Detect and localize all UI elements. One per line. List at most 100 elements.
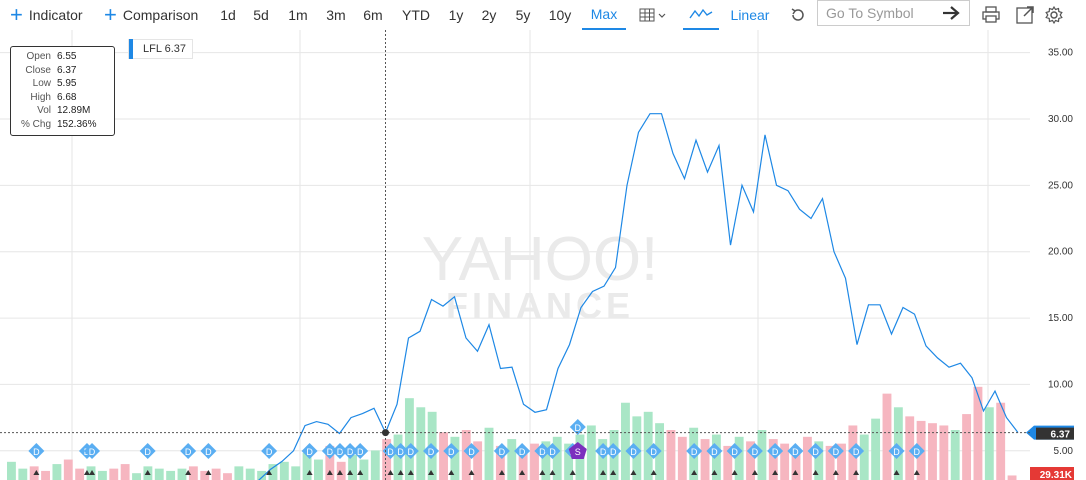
dividend-marker[interactable]: D: [746, 443, 763, 475]
dividend-marker[interactable]: D: [534, 443, 551, 475]
volume-bar: [7, 461, 16, 480]
dividend-marker[interactable]: D: [402, 443, 419, 475]
tooltip-value: 6.55: [57, 51, 77, 62]
event-tick-icon: [913, 470, 920, 475]
volume-bar: [996, 402, 1006, 480]
volume-bar: [666, 430, 676, 480]
volume-bar: [404, 398, 414, 480]
dividend-marker[interactable]: D: [625, 443, 642, 475]
dividend-marker[interactable]: D: [787, 443, 804, 475]
crosshair-overlay: [0, 30, 1030, 480]
volume-bar: [314, 459, 323, 480]
symbol-search-input[interactable]: [817, 0, 933, 26]
series-legend[interactable]: LFL 6.37: [128, 39, 194, 59]
dividend-marker[interactable]: D: [28, 443, 45, 475]
event-tick-icon: [731, 470, 738, 475]
event-tick-icon: [792, 470, 799, 475]
event-tick-icon: [711, 470, 718, 475]
line-chart-icon: [689, 8, 713, 19]
dividend-marker[interactable]: D: [321, 443, 338, 475]
volume-bar: [302, 452, 312, 480]
dividend-marker[interactable]: D: [595, 443, 612, 475]
range-1d[interactable]: 1d: [220, 7, 236, 23]
tooltip-key: Open: [26, 51, 51, 62]
dividend-marker[interactable]: D: [706, 443, 723, 475]
range-max[interactable]: Max: [582, 0, 626, 30]
tooltip-row-open: Open 6.55: [11, 50, 114, 64]
add-indicator-button[interactable]: + Indicator: [10, 0, 83, 30]
dividend-marker[interactable]: D: [544, 443, 561, 475]
dividend-marker[interactable]: D: [352, 443, 369, 475]
dividend-marker[interactable]: D: [392, 443, 409, 475]
dividend-marker[interactable]: D: [888, 443, 905, 475]
series-color-swatch: [129, 39, 133, 59]
dividend-diamond-icon: [352, 443, 369, 459]
dividend-marker[interactable]: D: [645, 443, 662, 475]
dividend-marker[interactable]: D: [382, 443, 399, 475]
range-10y[interactable]: 10y: [548, 7, 572, 23]
print-button[interactable]: [977, 0, 1005, 30]
dividend-marker[interactable]: D: [84, 443, 101, 475]
dividend-marker[interactable]: D: [908, 443, 925, 475]
split-marker[interactable]: S: [568, 442, 587, 459]
dividend-marker[interactable]: D: [848, 443, 865, 475]
range-1y[interactable]: 1y: [448, 7, 464, 23]
dividend-marker[interactable]: D: [569, 419, 586, 435]
dividend-marker[interactable]: D: [139, 443, 156, 475]
range-2y[interactable]: 2y: [481, 7, 497, 23]
scale-toggle[interactable]: Linear: [730, 7, 770, 23]
fullscreen-button[interactable]: [1013, 0, 1037, 30]
dividend-diamond-icon: [787, 443, 804, 459]
dividend-label: D: [630, 447, 637, 457]
settings-button[interactable]: [1042, 0, 1066, 30]
dividend-marker[interactable]: D: [514, 443, 531, 475]
volume-bar: [530, 443, 539, 480]
dividend-marker[interactable]: D: [726, 443, 743, 475]
print-icon: [982, 6, 1000, 23]
dividend-marker[interactable]: D: [605, 443, 622, 475]
dividend-marker[interactable]: D: [493, 443, 510, 475]
event-tick-icon: [347, 470, 354, 475]
volume-bar: [473, 441, 483, 480]
dividend-marker[interactable]: D: [463, 443, 480, 475]
volume-bar: [370, 450, 380, 480]
price-chart[interactable]: YAHOO! FINANCE 35.00 30.00 25.00 20.00 15.00…: [0, 30, 1086, 480]
go-button[interactable]: [932, 0, 970, 26]
range-1m[interactable]: 1m: [288, 7, 308, 23]
dividend-marker[interactable]: D: [423, 443, 440, 475]
dividend-marker[interactable]: D: [767, 443, 784, 475]
dividend-diamond-icon: [382, 443, 399, 459]
reset-icon: [791, 8, 804, 21]
add-comparison-button[interactable]: + Comparison: [104, 0, 198, 30]
volume-bar: [677, 436, 687, 480]
range-5y[interactable]: 5y: [515, 7, 531, 23]
dividend-label: D: [33, 447, 40, 457]
dividend-marker[interactable]: D: [827, 443, 844, 475]
dividend-marker[interactable]: D: [807, 443, 824, 475]
dividend-marker[interactable]: D: [331, 443, 348, 475]
dividend-marker[interactable]: D: [200, 443, 217, 475]
dividend-marker[interactable]: D: [261, 443, 278, 475]
reset-button[interactable]: [785, 0, 811, 30]
dividend-diamond-icon: [888, 443, 905, 459]
event-tick-icon: [144, 470, 151, 475]
dividend-marker[interactable]: D: [301, 443, 318, 475]
volume-bar: [495, 445, 505, 480]
range-6m[interactable]: 6m: [363, 7, 383, 23]
range-5d[interactable]: 5d: [253, 7, 269, 23]
event-tick-icon: [893, 470, 900, 475]
event-tick-icon: [428, 470, 435, 475]
dividend-diamond-icon: [645, 443, 662, 459]
dividend-marker[interactable]: D: [686, 443, 703, 475]
range-3m[interactable]: 3m: [326, 7, 346, 23]
dividend-marker[interactable]: D: [342, 443, 359, 475]
volume-bar: [29, 466, 39, 480]
volume-bar: [507, 439, 517, 480]
range-ytd[interactable]: YTD: [402, 7, 430, 23]
event-tick-icon: [387, 470, 394, 475]
volume-bar: [734, 436, 744, 480]
line-style-button[interactable]: [683, 0, 719, 30]
dividend-marker[interactable]: D: [180, 443, 197, 475]
dividend-marker[interactable]: D: [443, 443, 460, 475]
chart-type-button[interactable]: [634, 0, 672, 30]
